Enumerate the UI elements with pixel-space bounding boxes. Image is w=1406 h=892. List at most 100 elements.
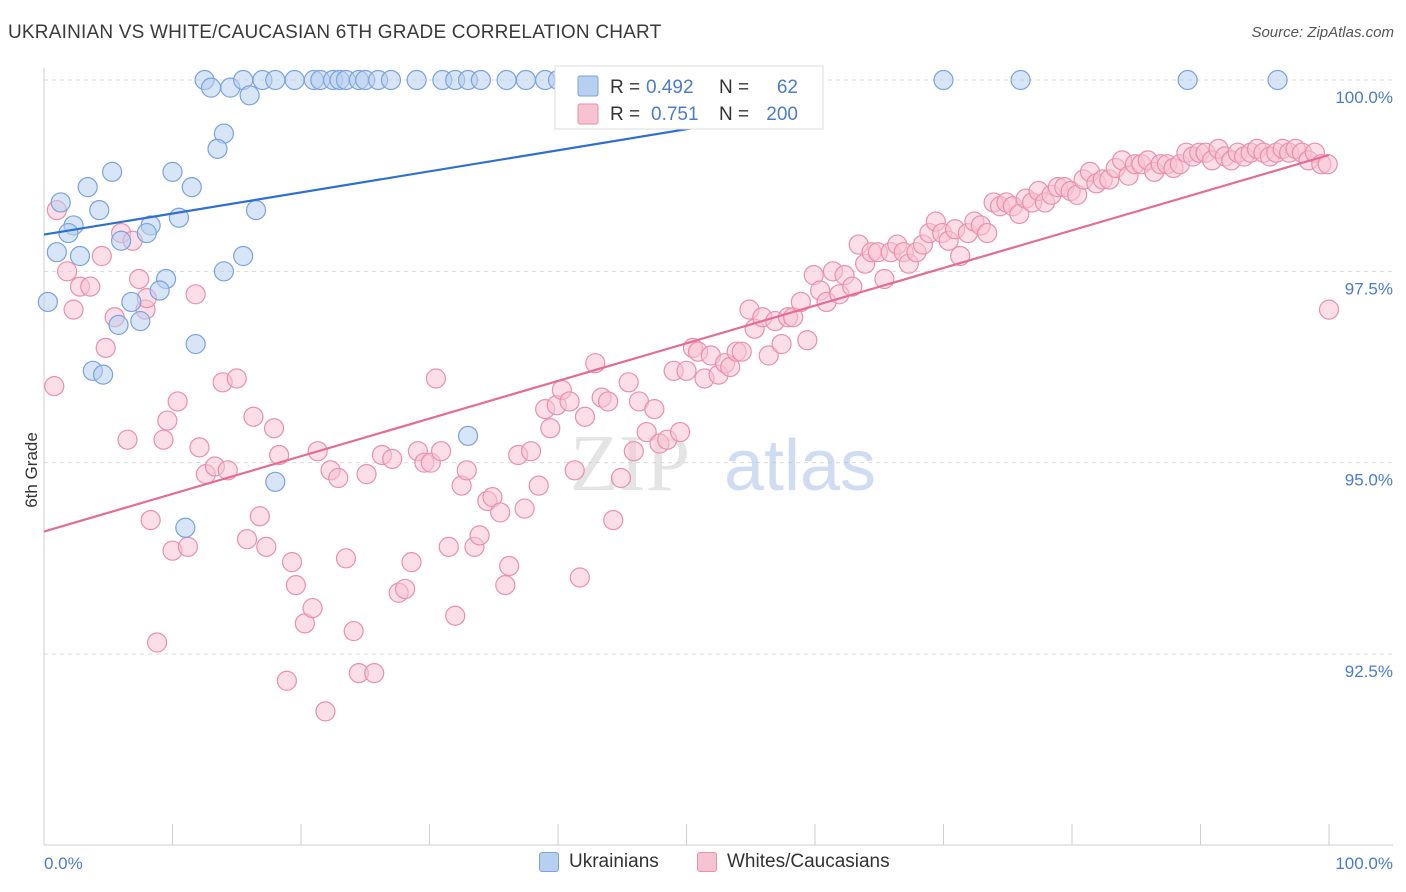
data-point-whites — [57, 261, 78, 282]
stats-legend: R = 0.492 N = 62 R = 0.751 N = 200 — [554, 65, 824, 130]
data-point-whites — [356, 464, 377, 485]
legend-r-value-1: 0.492 — [646, 77, 694, 98]
data-point-whites — [157, 410, 178, 431]
data-point-ukrainian — [175, 517, 196, 538]
data-point-ukrainian — [233, 245, 254, 267]
y-tick-label: 100.0% — [1335, 88, 1393, 107]
data-point-ukrainian — [110, 230, 132, 251]
legend-label-whites: Whites/Caucasians — [727, 851, 890, 872]
data-point-whites — [520, 441, 542, 462]
axes — [43, 68, 1393, 846]
series-legend: Ukrainians Whites/Caucasians — [0, 851, 1406, 877]
data-point-ukrainian — [457, 425, 479, 446]
data-point-whites — [445, 605, 466, 626]
data-point-whites — [343, 620, 364, 642]
data-point-whites — [249, 506, 270, 527]
data-point-whites — [226, 368, 247, 389]
data-point-whites — [185, 284, 206, 305]
data-point-whites — [140, 509, 161, 531]
data-point-whites — [117, 429, 138, 450]
data-point-whites — [128, 268, 150, 290]
data-point-ukrainian — [185, 333, 206, 355]
data-point-whites — [430, 441, 452, 462]
data-point-whites — [797, 330, 818, 351]
data-point-whites — [514, 498, 535, 519]
data-point-ukrainian — [470, 69, 491, 91]
data-point-whites — [540, 418, 561, 439]
data-point-ukrainian — [496, 69, 517, 91]
watermark-atlas: atlas — [724, 426, 876, 506]
data-point-whites — [644, 398, 665, 420]
legend-swatch-whites — [577, 103, 599, 125]
data-point-whites — [758, 345, 779, 366]
data-point-whites — [425, 368, 447, 389]
data-point-whites — [217, 460, 238, 481]
data-point-whites — [63, 299, 84, 320]
data-point-whites — [790, 291, 811, 313]
data-point-whites — [977, 222, 998, 244]
legend-r-label-1: R = — [610, 77, 640, 98]
data-point-whites — [335, 548, 357, 569]
data-point-ukrainian — [50, 192, 71, 213]
data-point-ukrainian — [200, 77, 222, 98]
legend-r-value-2: 0.751 — [651, 104, 699, 125]
data-point-ukrainian — [69, 245, 91, 267]
data-point-ukrainian — [380, 69, 402, 91]
data-point-whites — [281, 552, 303, 573]
legend-item-ukrainians[interactable]: Ukrainians — [539, 851, 659, 873]
data-point-whites — [771, 333, 792, 355]
data-point-whites — [285, 575, 306, 596]
data-point-whites — [243, 406, 264, 427]
data-point-whites — [842, 276, 863, 297]
data-point-whites — [636, 421, 657, 443]
trend-line-ukrainians — [43, 113, 777, 236]
data-point-whites — [731, 341, 752, 362]
x-tick-label-max: 100.0% — [1335, 854, 1393, 873]
data-point-whites — [469, 525, 490, 546]
data-point-ukrainian — [77, 177, 98, 198]
y-axis-label: 6th Grade — [22, 432, 41, 508]
legend-item-whites[interactable]: Whites/Caucasians — [697, 851, 890, 873]
data-point-whites — [495, 575, 516, 596]
data-point-ukrainian — [1010, 69, 1031, 91]
data-point-ukrainian — [515, 69, 536, 91]
legend-swatch-blue — [539, 852, 559, 872]
trend-line-whites — [43, 153, 1330, 533]
y-tick-label: 92.5% — [1345, 662, 1393, 681]
data-point-ukrainian — [1177, 69, 1198, 91]
data-point-whites — [610, 467, 632, 489]
data-point-ukrainian — [58, 222, 79, 244]
data-point-ukrainian — [93, 364, 114, 385]
legend-n-value-1: 62 — [777, 77, 798, 98]
data-point-whites — [456, 460, 477, 481]
data-point-whites — [276, 670, 297, 691]
data-point-ukrainian — [149, 280, 170, 301]
series-whites-caucasians — [44, 138, 1340, 722]
data-point-ukrainian — [37, 291, 58, 313]
data-point-ukrainian — [102, 161, 123, 182]
data-point-whites — [623, 441, 644, 462]
data-point-whites — [364, 663, 385, 684]
data-point-ukrainian — [89, 200, 110, 221]
source-credit: Source: ZipAtlas.com — [1251, 24, 1394, 41]
data-point-whites — [598, 391, 619, 412]
data-point-whites — [91, 245, 112, 267]
data-point-whites — [574, 406, 596, 427]
data-point-ukrainian — [136, 222, 157, 244]
legend-swatch-pink — [697, 852, 717, 872]
data-point-ukrainian — [121, 291, 142, 313]
data-point-ukrainian — [108, 314, 129, 336]
chart-title: UKRAINIAN VS WHITE/CAUCASIAN 6TH GRADE C… — [8, 22, 662, 43]
data-point-ukrainian — [245, 200, 267, 221]
data-point-ukrainian — [162, 161, 183, 182]
legend-n-value-2: 200 — [766, 104, 798, 125]
data-point-whites — [569, 567, 590, 588]
data-point-whites — [676, 360, 697, 381]
data-point-ukrainian — [1267, 69, 1288, 91]
data-point-whites — [263, 418, 285, 439]
data-point-whites — [256, 536, 277, 557]
data-point-whites — [618, 372, 639, 393]
data-point-ukrainian — [239, 85, 260, 106]
data-point-whites — [153, 429, 174, 450]
